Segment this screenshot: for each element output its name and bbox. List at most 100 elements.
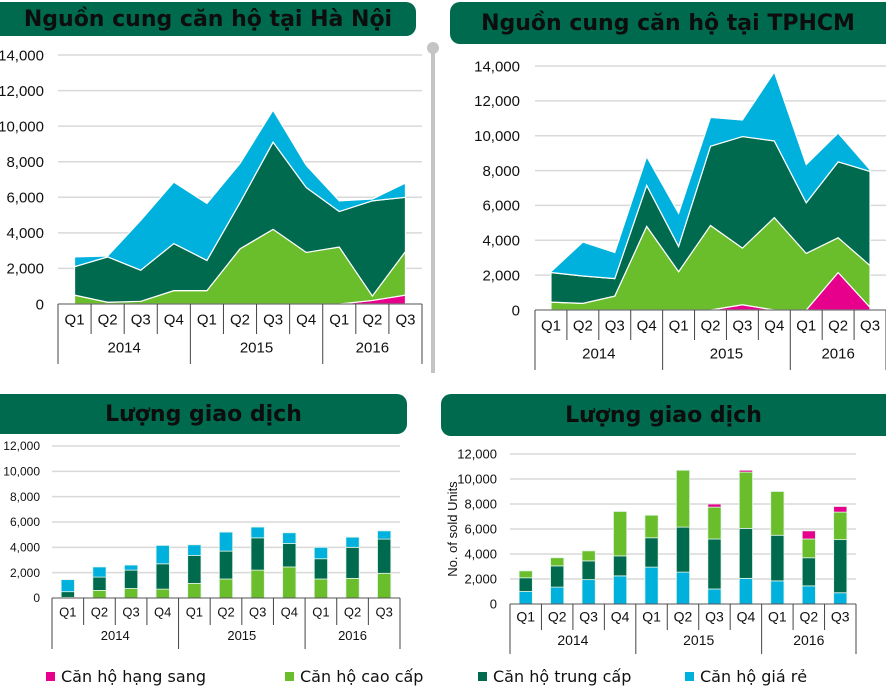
x-tick-label: Q2 bbox=[91, 604, 108, 619]
bar-segment-affordable bbox=[187, 544, 202, 556]
y-tick-label: 4,000 bbox=[6, 225, 44, 242]
chart-hanoi-supply: 0 2,000 4,000 6,000 8,000 10,000 12,000 14,000 Q… bbox=[0, 47, 423, 364]
y-tick-label: 10,000 bbox=[3, 465, 40, 479]
y-tick-label: 12,000 bbox=[457, 447, 497, 462]
bar-segment-high_end bbox=[833, 511, 848, 541]
x-group-label: 2016 bbox=[356, 340, 389, 357]
legend-swatch-affordable bbox=[685, 671, 694, 681]
bar-segment-mid_end bbox=[282, 543, 297, 568]
x-tick-label: Q1 bbox=[59, 604, 76, 619]
x-tick-label: Q3 bbox=[249, 604, 266, 619]
x-tick-label: Q1 bbox=[186, 604, 203, 619]
y-tick-label: 4,000 bbox=[482, 233, 520, 250]
y-tick-label: 4,000 bbox=[10, 541, 40, 555]
x-tick-label: Q4 bbox=[764, 317, 784, 334]
bar-segment-mid_end bbox=[218, 550, 234, 580]
y-tick-label: 8,000 bbox=[482, 163, 520, 180]
bar-segment-mid_end bbox=[92, 576, 107, 591]
legend-item-affordable: Căn hộ giá rẻ bbox=[685, 664, 807, 688]
x-tick-label: Q3 bbox=[605, 317, 625, 334]
x-tick-label: Q1 bbox=[516, 609, 535, 625]
bar-segment-high_end bbox=[581, 550, 596, 562]
bar-segment-high_end bbox=[187, 583, 202, 599]
x-tick-label: Q2 bbox=[344, 604, 361, 619]
x-group-label: 2015 bbox=[710, 346, 743, 363]
title-bar-hcmc-transactions: Lượng giao dịch bbox=[441, 394, 886, 436]
bar-segment-affordable bbox=[155, 545, 170, 565]
bar-segment-mid_end bbox=[738, 527, 753, 579]
bar-segment-affordable bbox=[770, 580, 785, 605]
bar-segment-high_end bbox=[92, 589, 107, 599]
x-group-label: 2014 bbox=[582, 346, 615, 363]
bar-segment-luxury bbox=[801, 530, 816, 540]
x-group-label: 2016 bbox=[338, 628, 367, 643]
x-tick-label: Q4 bbox=[737, 609, 756, 625]
bar-segment-luxury bbox=[833, 506, 848, 513]
bar-segment-high_end bbox=[518, 570, 533, 579]
bar-segment-mid_end bbox=[518, 577, 533, 592]
x-tick-label: Q3 bbox=[395, 311, 415, 328]
bar-segment-affordable bbox=[377, 530, 392, 540]
chart-hcmc-supply: 0 2,000 4,000 6,000 8,000 10,000 12,000 14,000 Q… bbox=[474, 58, 886, 370]
bar-segment-mid_end bbox=[675, 526, 691, 573]
bar-segment-affordable bbox=[707, 588, 722, 605]
legend-label-luxury: Căn hộ hạng sang bbox=[61, 666, 206, 686]
y-tick-label: 6,000 bbox=[6, 190, 44, 207]
bar-segment-affordable bbox=[345, 536, 360, 548]
legend-item-high-end: Căn hộ cao cấp bbox=[285, 664, 423, 688]
x-tick-label: Q3 bbox=[131, 311, 151, 328]
bar-segment-mid_end bbox=[770, 534, 785, 582]
x-tick-label: Q3 bbox=[732, 317, 752, 334]
x-tick-label: Q4 bbox=[154, 604, 171, 619]
x-group-label: 2014 bbox=[557, 632, 588, 648]
bar-segment-high_end bbox=[124, 588, 139, 599]
x-group-label: 2015 bbox=[240, 340, 273, 357]
bar-segment-mid_end bbox=[613, 555, 628, 577]
legend-item-luxury: Căn hộ hạng sang bbox=[46, 664, 206, 688]
x-group-label: 2015 bbox=[227, 628, 256, 643]
bar-segment-affordable bbox=[124, 564, 139, 571]
bar-segment-affordable bbox=[644, 566, 659, 605]
legend-label-mid-end: Căn hộ trung cấp bbox=[493, 666, 632, 686]
x-tick-label: Q3 bbox=[860, 317, 880, 334]
x-tick-label: Q1 bbox=[65, 311, 85, 328]
x-tick-label: Q3 bbox=[831, 609, 850, 625]
bar-segment-high_end bbox=[613, 511, 628, 557]
x-tick-label: Q2 bbox=[700, 317, 720, 334]
y-tick-label: 8,000 bbox=[10, 490, 40, 504]
bar-segment-high_end bbox=[250, 569, 265, 599]
bar-segment-high_end bbox=[738, 471, 753, 529]
bar-segment-high_end bbox=[313, 578, 328, 599]
bar-segment-affordable bbox=[92, 566, 107, 578]
x-tick-label: Q3 bbox=[376, 604, 393, 619]
y-tick-label: 14,000 bbox=[474, 58, 520, 75]
bar-segment-affordable bbox=[581, 579, 596, 605]
bar-segment-mid_end bbox=[707, 538, 722, 590]
bar-segment-high_end bbox=[155, 588, 170, 599]
bar-segment-mid_end bbox=[313, 558, 328, 580]
x-tick-label: Q1 bbox=[669, 317, 689, 334]
legend-swatch-luxury bbox=[46, 671, 55, 681]
legend-swatch-mid-end bbox=[478, 671, 487, 681]
bar-segment-affordable bbox=[675, 571, 691, 605]
legend-swatch-high-end bbox=[285, 671, 294, 681]
x-tick-label: Q4 bbox=[611, 609, 630, 625]
x-tick-label: Q4 bbox=[637, 317, 657, 334]
bar-segment-affordable bbox=[613, 575, 628, 605]
title-bar-hanoi-supply: Nguồn cung căn hộ tại Hà Nội bbox=[0, 2, 416, 36]
x-group-label: 2016 bbox=[793, 632, 824, 648]
bar-segment-affordable bbox=[60, 579, 75, 593]
y-tick-label: 12,000 bbox=[474, 93, 520, 110]
x-tick-label: Q2 bbox=[217, 604, 234, 619]
y-tick-label: 6,000 bbox=[464, 522, 497, 537]
bar-segment-mid_end bbox=[155, 563, 170, 590]
bar-segment-high_end bbox=[377, 572, 392, 599]
x-tick-label: Q4 bbox=[296, 311, 316, 328]
y-tick-label: 12,000 bbox=[0, 83, 44, 100]
bar-segment-affordable bbox=[550, 586, 565, 605]
y-tick-label: 0 bbox=[36, 296, 44, 313]
chart-title-hanoi-transactions: Lượng giao dịch bbox=[105, 401, 302, 427]
bar-segment-affordable bbox=[801, 585, 816, 605]
bar-segment-mid_end bbox=[124, 569, 139, 589]
x-tick-label: Q2 bbox=[548, 609, 567, 625]
